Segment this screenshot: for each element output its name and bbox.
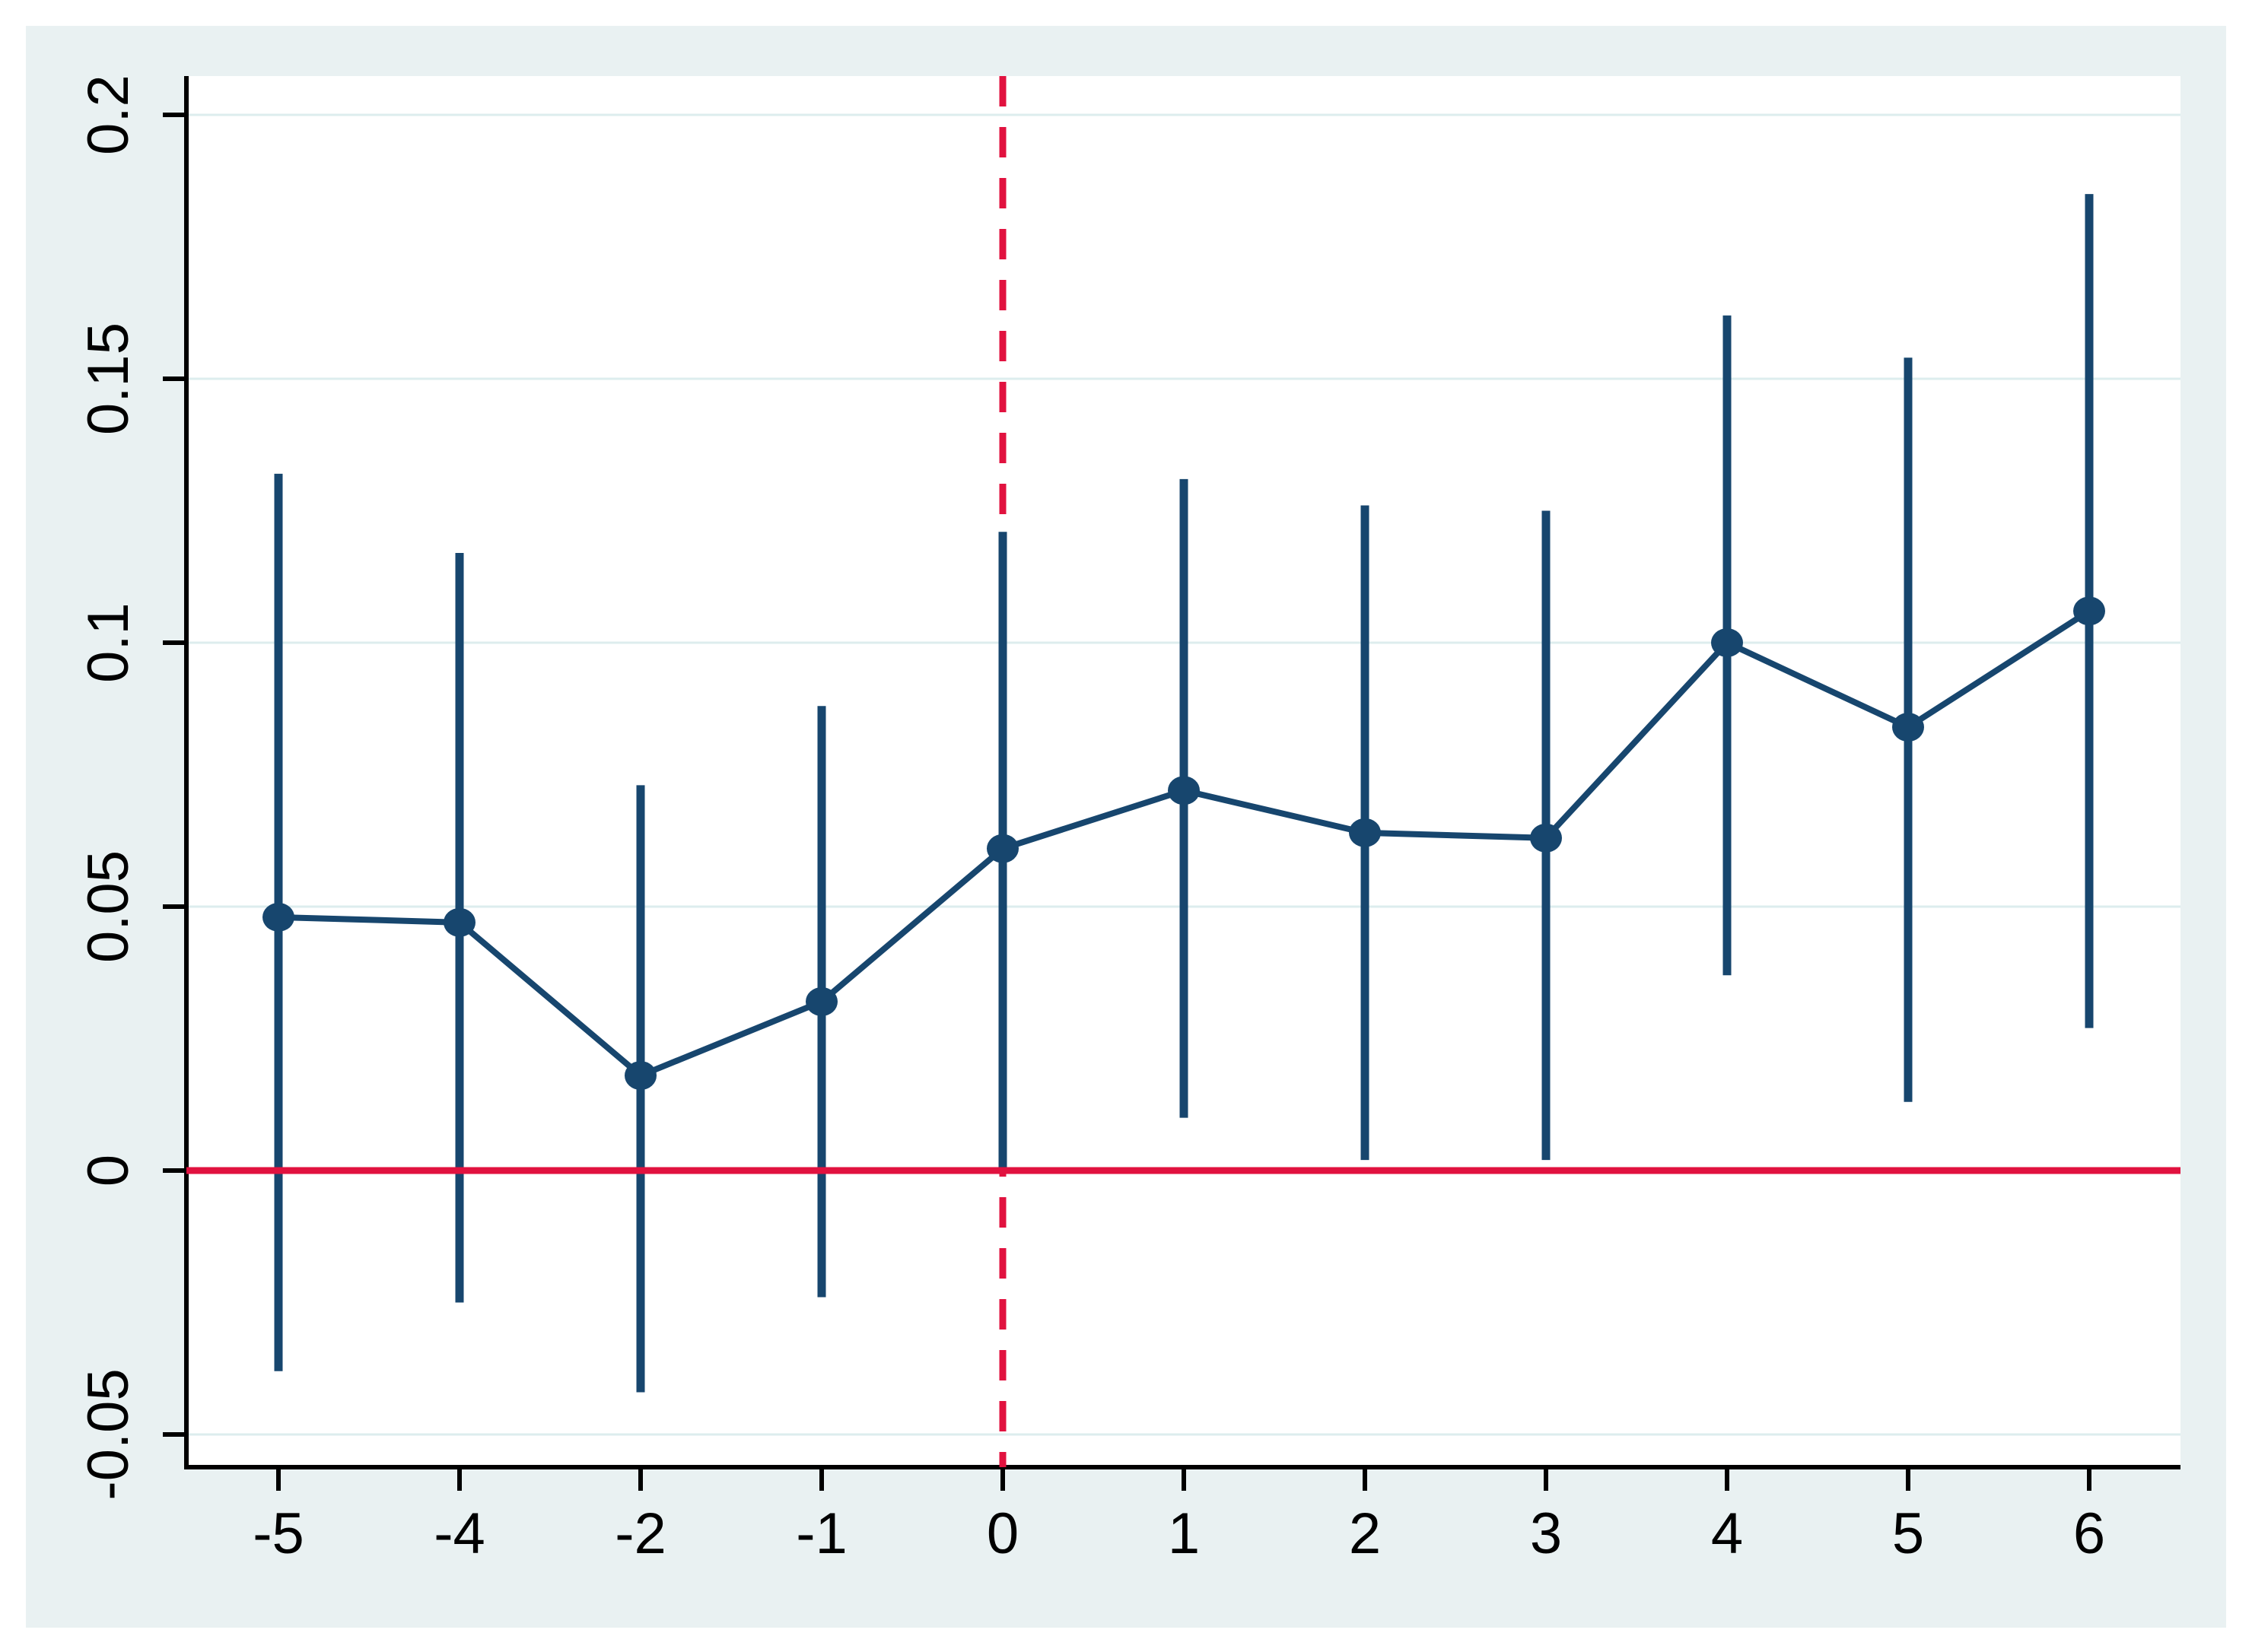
- y-tick-label: 0.05: [76, 850, 141, 963]
- y-tick-label: 0.1: [76, 602, 141, 683]
- y-tick-label: 0.15: [76, 322, 141, 435]
- x-tick-label: 4: [1711, 1501, 1743, 1566]
- y-tick-label: -0.05: [76, 1368, 141, 1500]
- x-tick-label: -2: [615, 1501, 666, 1566]
- estimate-point: [1168, 776, 1200, 805]
- x-tick-label: 5: [1892, 1501, 1924, 1566]
- estimate-point: [1711, 628, 1743, 657]
- y-tick-label: 0.2: [76, 75, 141, 155]
- x-tick-label: 1: [1168, 1501, 1200, 1566]
- y-tick-label: 0: [76, 1155, 141, 1187]
- estimate-point: [444, 907, 476, 937]
- x-tick-label: -1: [796, 1501, 848, 1566]
- x-tick-label: 0: [987, 1501, 1019, 1566]
- estimate-point: [2073, 596, 2105, 626]
- x-tick-label: -5: [253, 1501, 304, 1566]
- estimate-point: [806, 986, 838, 1016]
- estimate-point: [262, 902, 294, 932]
- estimate-point: [1349, 818, 1381, 847]
- estimate-point: [987, 834, 1019, 863]
- x-tick-label: 2: [1349, 1501, 1381, 1566]
- x-tick-label: 6: [2073, 1501, 2105, 1566]
- x-tick-label: -4: [434, 1501, 485, 1566]
- estimate-point: [1530, 823, 1562, 853]
- estimate-point: [1892, 713, 1924, 742]
- estimate-point: [625, 1061, 657, 1091]
- x-tick-label: 3: [1530, 1501, 1562, 1566]
